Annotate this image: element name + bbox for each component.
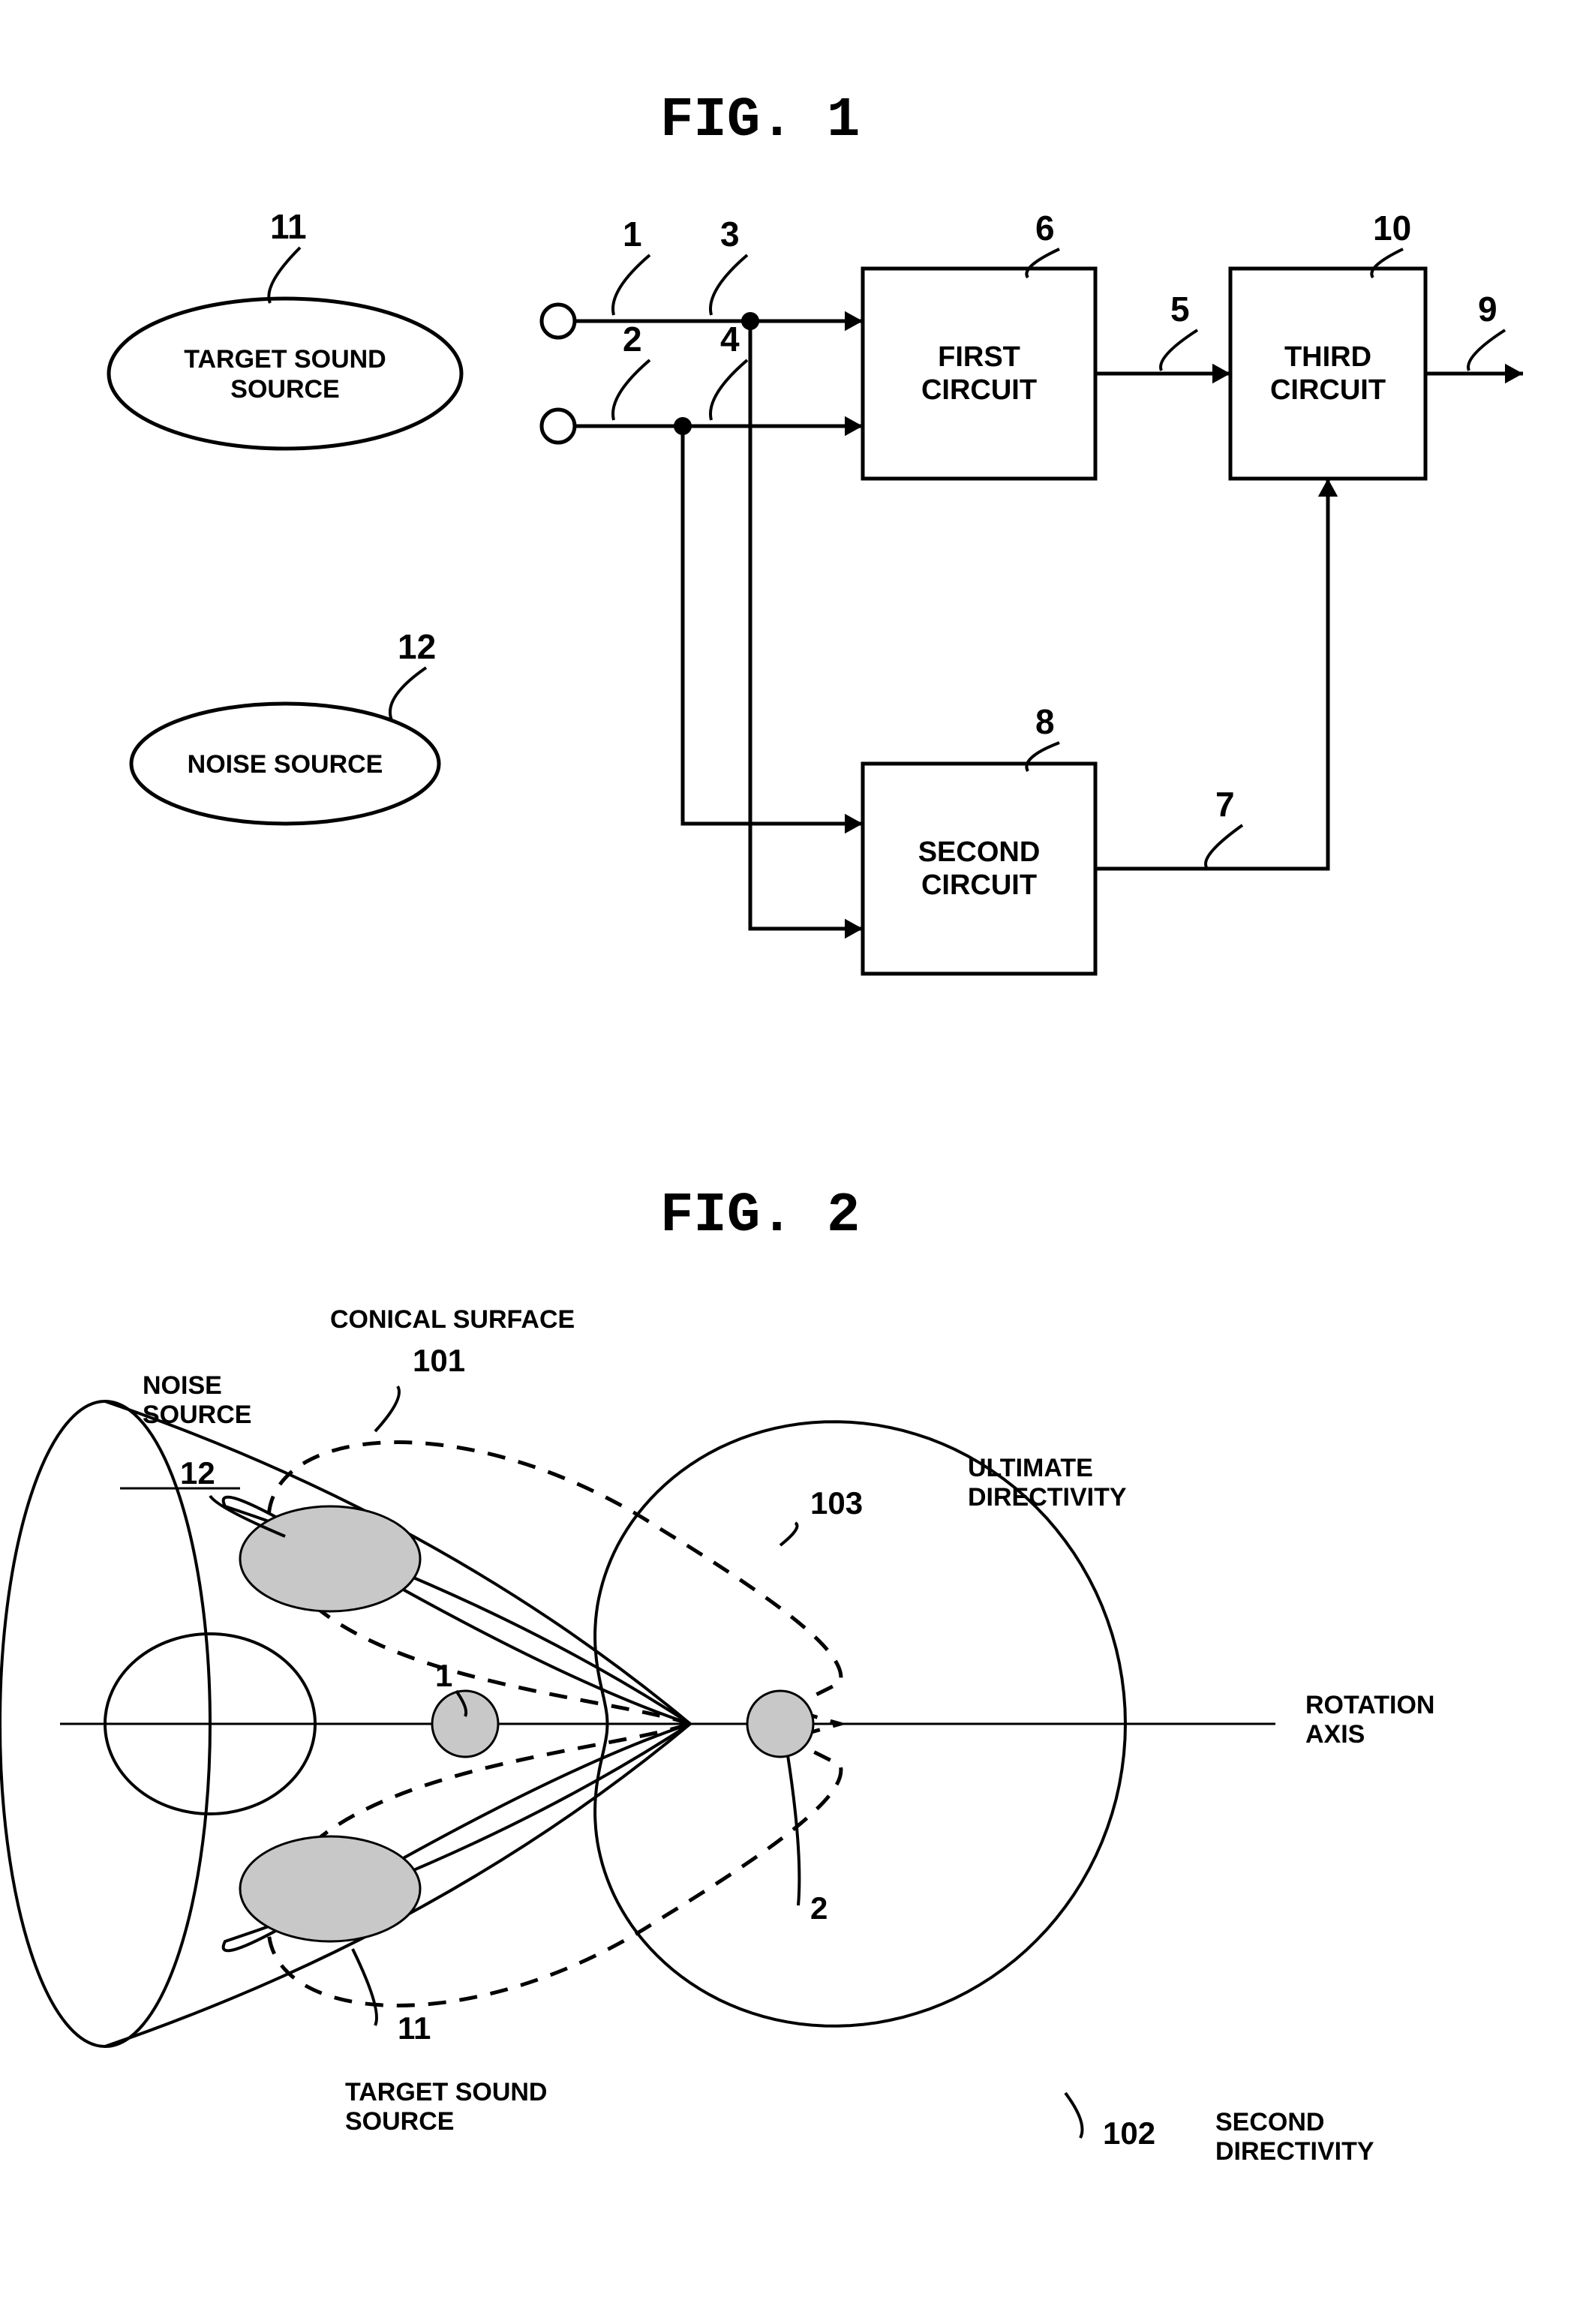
first-circuit-num: 6 — [1035, 209, 1055, 248]
third-circuit-num: 10 — [1373, 209, 1411, 248]
mic1-icon — [542, 305, 575, 338]
leader-line — [710, 360, 747, 420]
leader-line — [269, 248, 300, 303]
second-directivity-num: 102 — [1103, 2115, 1155, 2151]
conical-surface-num: 101 — [413, 1343, 465, 1378]
leader-line — [710, 255, 747, 315]
rotation-axis-label: ROTATION — [1305, 1691, 1435, 1719]
ultimate-directivity-label: ULTIMATE — [968, 1454, 1093, 1482]
leader-line — [613, 360, 650, 420]
leader-line — [390, 668, 426, 720]
fig1-title: FIG. 1 — [660, 89, 860, 152]
second-directivity-label: DIRECTIVITY — [1215, 2137, 1374, 2166]
second-circuit-box — [863, 764, 1095, 974]
ultimate-directivity-num: 103 — [810, 1485, 863, 1521]
leader-line — [1161, 330, 1197, 371]
first-circuit-label: CIRCUIT — [921, 374, 1037, 406]
target-source-f2-label: SOURCE — [345, 2107, 454, 2136]
leader-line — [613, 255, 650, 315]
arrowhead — [1505, 364, 1523, 383]
second-directivity-label: SECOND — [1215, 2108, 1324, 2136]
target-source-f2-num: 11 — [398, 2010, 431, 2046]
arrowhead — [1212, 364, 1230, 383]
target-source-dot — [240, 1836, 420, 1941]
fig2-title: FIG. 2 — [660, 1185, 860, 1248]
ref-num-1: 1 — [623, 215, 642, 254]
target-source-ellipse — [109, 299, 461, 449]
leader-line — [375, 1386, 399, 1431]
ref-num-5: 5 — [1170, 290, 1190, 329]
noise-source-label: NOISE SOURCE — [188, 750, 383, 779]
target-source-num: 11 — [270, 207, 307, 246]
ref-num-4: 4 — [720, 320, 740, 359]
leader-line — [1468, 330, 1505, 371]
target-source-label: SOURCE — [230, 375, 339, 404]
ref-num-9: 9 — [1478, 290, 1497, 329]
mic2-icon — [542, 410, 575, 443]
arrowhead — [845, 814, 863, 833]
second-circuit-label: CIRCUIT — [921, 869, 1037, 901]
conical-surface-label: CONICAL SURFACE — [330, 1305, 575, 1334]
arrowhead — [1318, 479, 1338, 497]
ultimate-directivity-label: DIRECTIVITY — [968, 1483, 1127, 1512]
ref-num-3: 3 — [720, 215, 740, 254]
mic-dot-m2 — [747, 1691, 813, 1757]
junction-node — [741, 312, 759, 330]
n1-down-to-second — [750, 321, 863, 929]
mic-num-m1: 1 — [435, 1658, 452, 1693]
rotation-axis-label: AXIS — [1305, 1720, 1365, 1749]
second-circuit-label: SECOND — [918, 836, 1041, 868]
leader-line — [780, 1523, 798, 1545]
target-source-label: TARGET SOUND — [184, 345, 386, 374]
first-circuit-box — [863, 269, 1095, 479]
second-to-third — [1095, 479, 1328, 869]
arrowhead — [845, 919, 863, 938]
arrowhead — [845, 311, 863, 331]
mic-num-m2: 2 — [810, 1890, 828, 1926]
noise-source-f2-label: NOISE — [143, 1371, 222, 1400]
third-circuit-label: THIRD — [1284, 341, 1371, 373]
arrowhead — [845, 416, 863, 436]
leader-line — [1065, 2093, 1083, 2138]
second-circuit-num: 8 — [1035, 702, 1055, 741]
ref-num-7: 7 — [1215, 785, 1235, 824]
first-circuit-label: FIRST — [938, 341, 1020, 373]
mic-dot-m1 — [432, 1691, 498, 1757]
noise-source-f2-num: 12 — [180, 1455, 215, 1491]
third-circuit-label: CIRCUIT — [1270, 374, 1386, 406]
leader-line — [353, 1949, 377, 2025]
leader-line — [1206, 825, 1242, 867]
noise-source-num: 12 — [398, 627, 436, 666]
noise-source-f2-label: SOURCE — [143, 1401, 251, 1429]
third-circuit-box — [1230, 269, 1425, 479]
junction-node — [674, 417, 692, 435]
n2-down-to-second — [683, 426, 863, 824]
noise-source-dot — [240, 1506, 420, 1611]
ref-num-2: 2 — [623, 320, 642, 359]
target-source-f2-label: TARGET SOUND — [345, 2078, 547, 2106]
